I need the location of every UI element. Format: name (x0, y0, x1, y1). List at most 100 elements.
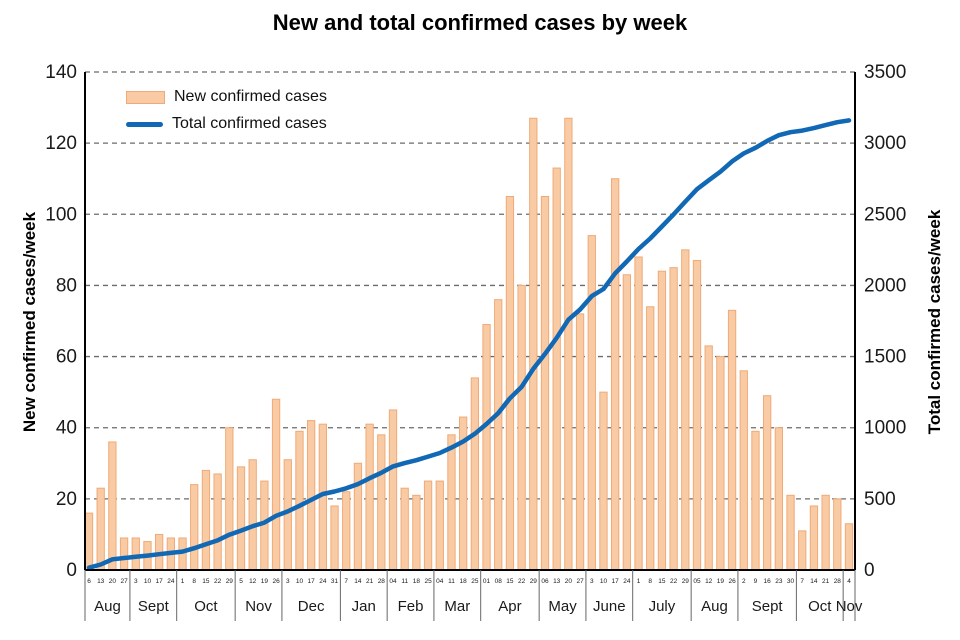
bar-week-55 (727, 309, 737, 571)
total-cases-line (86, 118, 852, 570)
legend-label-new-cases: New confirmed cases (174, 88, 327, 105)
month-label-7: Mar (444, 598, 470, 615)
week-tick-61: 7 (800, 578, 804, 585)
bar-week-43 (587, 235, 596, 571)
week-tick-22: 7 (344, 578, 348, 585)
bar-week-62 (809, 505, 819, 571)
bar-week-23 (353, 462, 363, 571)
week-tick-51: 29 (682, 578, 690, 585)
bar-week-9 (190, 484, 199, 571)
week-tick-19: 17 (308, 578, 316, 585)
week-tick-11: 22 (214, 578, 222, 585)
month-label-4: Dec (298, 598, 325, 615)
week-tick-9: 8 (192, 578, 196, 585)
week-tick-56: 2 (742, 578, 746, 585)
week-tick-58: 16 (764, 578, 772, 585)
bar-week-1 (96, 487, 105, 571)
bar-week-40 (552, 167, 561, 571)
month-label-0: Aug (94, 598, 121, 615)
bar-week-24 (365, 423, 374, 571)
bar-week-2 (108, 441, 117, 571)
left-tick-120: 120 (45, 133, 77, 154)
bar-week-34 (482, 324, 491, 571)
legend-label-total-cases: Total confirmed cases (172, 115, 327, 132)
bar-week-16 (271, 398, 281, 571)
bar-week-29 (423, 480, 433, 571)
bar-week-13 (236, 466, 246, 571)
bar-week-57 (751, 430, 760, 571)
week-tick-47: 1 (637, 578, 641, 585)
bar-week-22 (342, 491, 351, 571)
week-tick-25: 28 (378, 578, 386, 585)
week-tick-57: 9 (754, 578, 758, 585)
bar-week-60 (786, 494, 795, 571)
left-tick-40: 40 (56, 418, 77, 439)
week-tick-4: 3 (134, 578, 138, 585)
bar-week-19 (307, 420, 316, 571)
bar-week-65 (844, 523, 854, 571)
week-tick-63: 21 (822, 578, 830, 585)
bar-swatch-icon (126, 90, 165, 104)
week-tick-41: 20 (565, 578, 573, 585)
week-tick-32: 18 (460, 578, 468, 585)
week-tick-40: 13 (553, 578, 561, 585)
bar-week-41 (564, 117, 573, 571)
legend-item-new-cases: New confirmed cases (126, 87, 327, 107)
right-tick-0: 0 (864, 560, 875, 581)
bar-week-63 (821, 494, 830, 571)
bar-week-12 (225, 427, 234, 571)
week-tick-5: 10 (144, 578, 152, 585)
bar-week-54 (716, 356, 725, 571)
week-tick-3: 27 (120, 578, 128, 585)
week-tick-60: 30 (787, 578, 795, 585)
right-tick-3500: 3500 (864, 62, 906, 83)
left-tick-0: 0 (66, 560, 77, 581)
bar-week-44 (599, 391, 608, 571)
week-tick-45: 17 (612, 578, 620, 585)
week-tick-21: 31 (331, 578, 339, 585)
bar-week-10 (201, 469, 211, 571)
right-tick-2500: 2500 (864, 204, 906, 225)
month-label-5: Jan (352, 598, 376, 615)
week-tick-1: 13 (97, 578, 105, 585)
bar-week-38 (529, 117, 538, 571)
month-label-2: Oct (194, 598, 218, 615)
week-tick-35: 08 (495, 578, 503, 585)
month-label-15: Nov (836, 598, 863, 615)
week-tick-43: 3 (590, 578, 594, 585)
week-tick-64: 28 (834, 578, 842, 585)
bar-week-0 (84, 512, 94, 571)
week-tick-38: 29 (530, 578, 538, 585)
right-tick-1000: 1000 (864, 418, 906, 439)
week-tick-36: 15 (506, 578, 514, 585)
line-swatch-icon (126, 121, 163, 127)
legend: New confirmed cases Total confirmed case… (126, 87, 327, 134)
left-tick-80: 80 (56, 275, 77, 296)
week-tick-33: 25 (471, 578, 479, 585)
week-tick-15: 19 (261, 578, 269, 585)
bar-week-26 (388, 409, 398, 571)
month-label-3: Nov (245, 598, 272, 615)
month-label-13: Sept (752, 598, 784, 615)
week-tick-10: 15 (202, 578, 210, 585)
legend-item-total-cases: Total confirmed cases (126, 114, 327, 134)
week-tick-12: 29 (226, 578, 234, 585)
week-tick-16: 26 (272, 578, 280, 585)
week-tick-7: 24 (167, 578, 175, 585)
bar-week-51 (681, 249, 690, 571)
bar-week-48 (646, 306, 655, 571)
week-tick-24: 21 (366, 578, 374, 585)
bar-week-37 (517, 284, 526, 571)
left-tick-20: 20 (56, 489, 77, 510)
bar-week-25 (377, 434, 386, 571)
month-label-9: May (548, 598, 577, 615)
week-tick-37: 22 (518, 578, 526, 585)
week-tick-14: 12 (249, 578, 257, 585)
bar-week-17 (283, 459, 292, 571)
bar-week-31 (447, 434, 456, 571)
week-tick-46: 24 (623, 578, 631, 585)
month-label-1: Sept (138, 598, 170, 615)
month-label-10: June (593, 598, 626, 615)
week-tick-52: 05 (693, 578, 701, 585)
bar-week-30 (435, 480, 444, 571)
